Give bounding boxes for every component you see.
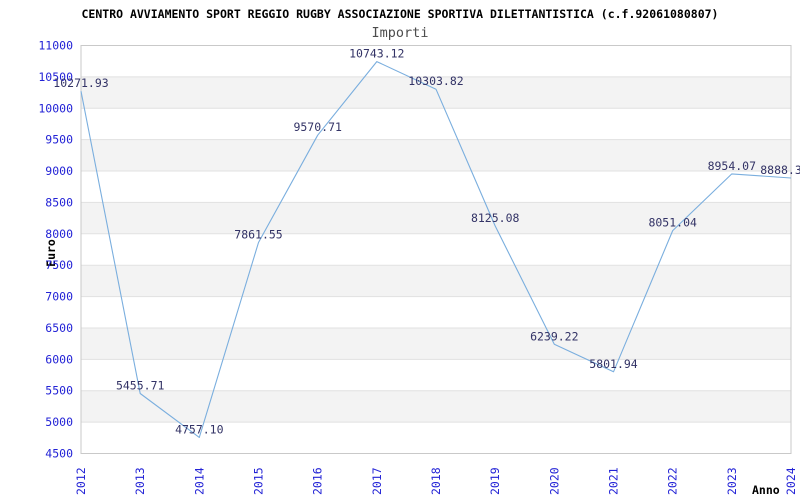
band-stripe [81, 76, 791, 109]
y-tick-label: 7000 [45, 290, 73, 304]
chart-title: CENTRO AVVIAMENTO SPORT REGGIO RUGBY ASS… [81, 7, 719, 21]
x-tick-label: 2014 [192, 467, 206, 495]
y-tick-label: 10000 [38, 101, 73, 115]
x-tick-label: 2023 [725, 467, 739, 495]
band-stripe [81, 265, 791, 297]
y-tick-label: 8000 [45, 227, 73, 241]
x-tick-label: 2021 [607, 467, 621, 495]
y-tick-label: 6500 [45, 321, 73, 335]
series-line [80, 61, 792, 438]
x-tick-label: 2020 [547, 467, 561, 495]
point-label: 7861.55 [234, 228, 282, 242]
x-tick-label: 2016 [311, 467, 325, 495]
x-tick-label: 2012 [74, 467, 88, 495]
x-tick-label: 2019 [488, 467, 502, 495]
point-label: 4757.10 [175, 422, 224, 436]
x-tick-label: 2024 [784, 467, 798, 495]
y-tick-label: 11000 [38, 39, 73, 53]
band-stripe [81, 390, 791, 423]
y-tick-label: 5500 [45, 384, 73, 398]
x-tick-label: 2022 [666, 467, 680, 495]
point-label: 9570.71 [293, 120, 342, 134]
point-label: 5801.94 [589, 357, 638, 371]
x-tick-label: 2018 [429, 467, 443, 495]
y-tick-label: 6000 [45, 352, 73, 366]
point-label: 5455.71 [116, 379, 165, 393]
y-tick-label: 8500 [45, 195, 73, 209]
plot-frame [80, 45, 792, 454]
band-stripe [81, 202, 791, 234]
y-tick-label: 9500 [45, 133, 73, 147]
point-label: 8051.04 [648, 216, 697, 230]
band-stripe [81, 327, 791, 360]
point-label: 8125.08 [471, 211, 520, 225]
y-tick-label: 4500 [45, 447, 73, 461]
x-tick-label: 2017 [370, 467, 384, 495]
y-tick-label: 9000 [45, 164, 73, 178]
y-tick-label: 10500 [38, 70, 73, 84]
chart-subtitle: Importi [371, 25, 429, 41]
x-tick-label: 2015 [252, 467, 266, 495]
x-tick-label: 2013 [133, 467, 147, 495]
band-stripe [81, 139, 791, 172]
point-label: 10271.93 [53, 76, 108, 90]
y-tick-label: 5000 [45, 415, 73, 429]
point-label: 8954.07 [708, 159, 757, 173]
point-label: 10303.82 [408, 74, 463, 88]
x-axis-title: Anno [752, 483, 780, 497]
point-label: 8888.3 [760, 163, 800, 177]
y-tick-label: 7500 [45, 258, 73, 272]
point-label: 6239.22 [530, 329, 578, 343]
point-label: 10743.12 [349, 47, 404, 61]
